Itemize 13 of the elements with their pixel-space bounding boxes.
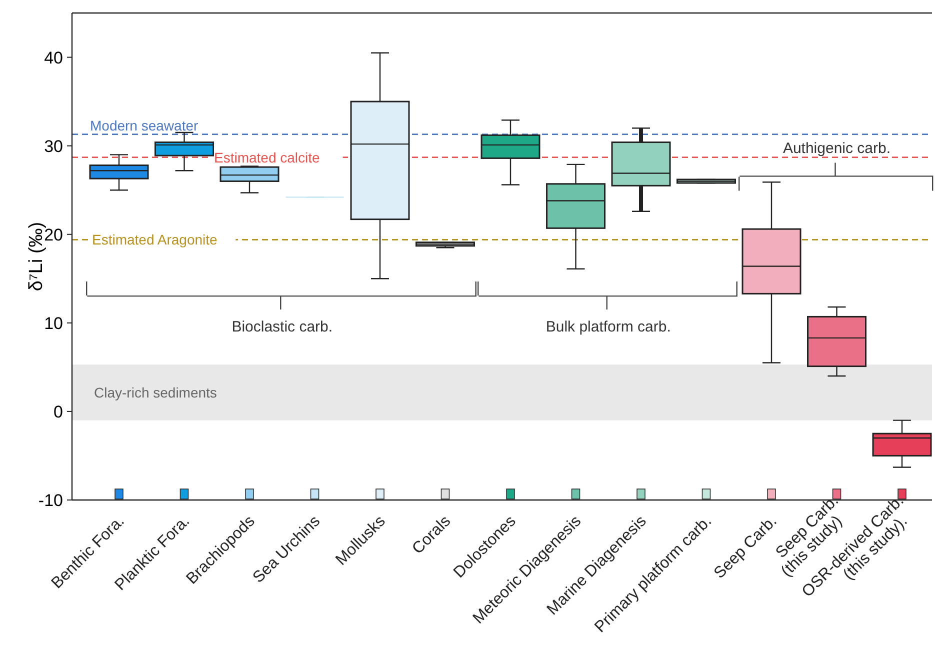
y-tick-label: -10	[38, 491, 63, 510]
y-axis-title: δ⁷Li (‰)	[26, 222, 47, 292]
y-tick-label: 40	[44, 48, 63, 68]
ref-line-label: Modern seawater	[90, 117, 199, 134]
y-tick-label: 30	[44, 136, 63, 156]
ref-line-label: Estimated calcite	[214, 149, 320, 166]
band-label: Clay-rich sediments	[94, 384, 217, 400]
annotation: Bulk platform carb.	[546, 318, 671, 336]
annotation: Authigenic carb.	[782, 140, 891, 157]
ref-line-label: Estimated Aragonite	[92, 232, 218, 248]
y-tick-label: 0	[54, 402, 63, 422]
annotation: Bioclastic carb.	[232, 318, 333, 336]
y-tick-label: 10	[44, 314, 63, 333]
